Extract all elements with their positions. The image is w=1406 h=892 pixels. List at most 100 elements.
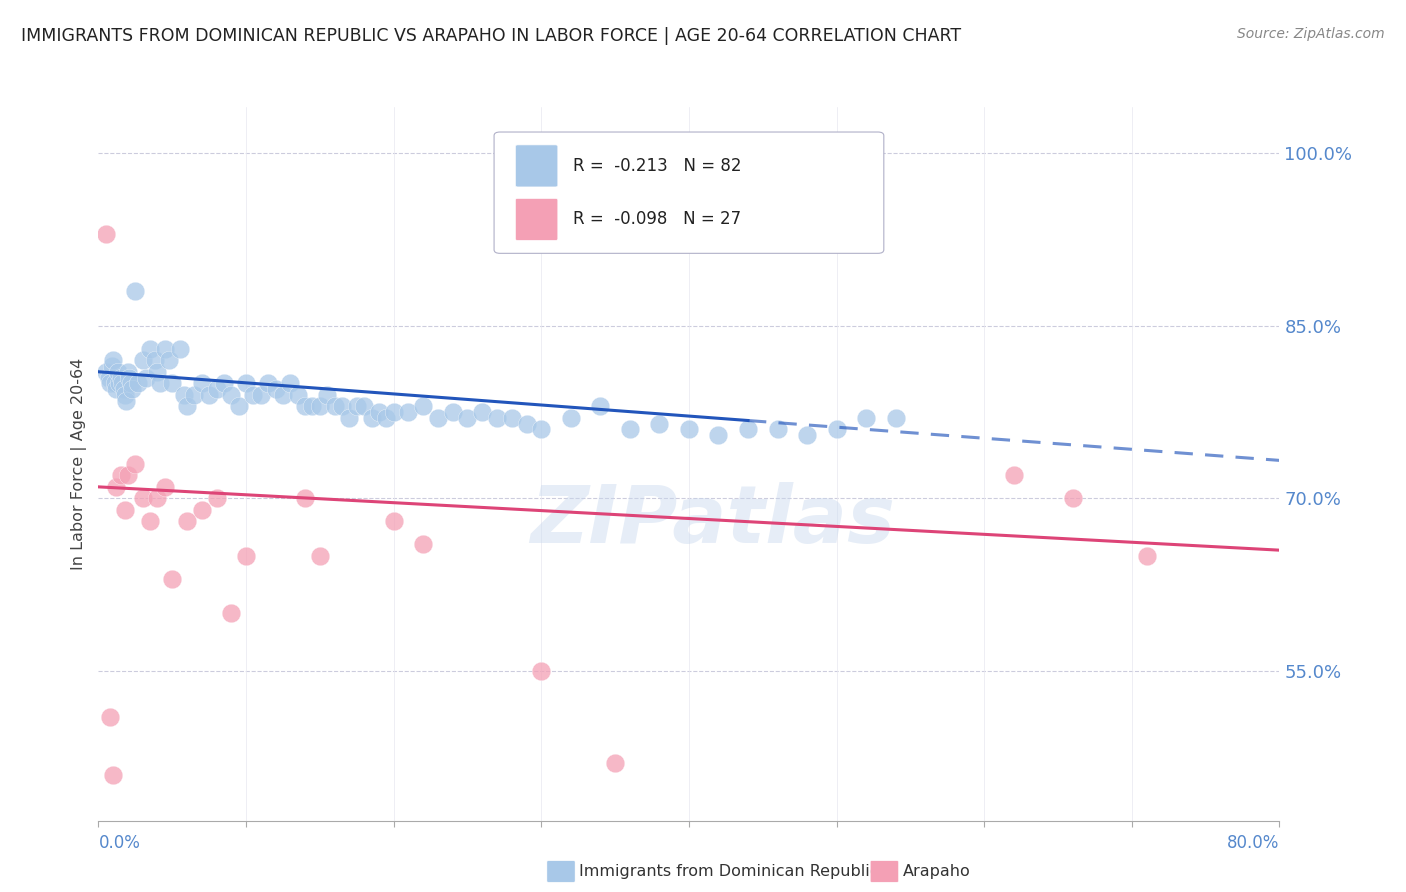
Point: [124, 457, 146, 471]
Point: [143, 353, 166, 368]
Point: [271, 388, 294, 402]
Point: [257, 376, 280, 391]
Point: [766, 422, 789, 436]
Point: [330, 399, 353, 413]
Point: [796, 428, 818, 442]
Point: [169, 342, 191, 356]
Point: [294, 491, 316, 506]
Point: [412, 537, 434, 551]
Point: [114, 388, 136, 402]
Point: [501, 410, 523, 425]
Point: [316, 388, 339, 402]
Point: [301, 399, 323, 413]
Point: [707, 428, 730, 442]
FancyBboxPatch shape: [516, 145, 558, 187]
Point: [183, 388, 205, 402]
Point: [115, 393, 138, 408]
Point: [114, 503, 136, 517]
Point: [219, 388, 242, 402]
Point: [103, 767, 125, 781]
Point: [294, 399, 316, 413]
Point: [139, 342, 162, 356]
Text: 0.0%: 0.0%: [98, 834, 141, 852]
Point: [94, 227, 117, 241]
Point: [110, 468, 132, 483]
Point: [104, 376, 127, 391]
Point: [339, 410, 360, 425]
Point: [530, 664, 553, 678]
Point: [250, 388, 273, 402]
Point: [825, 422, 848, 436]
Point: [323, 399, 346, 413]
Point: [105, 480, 128, 494]
Point: [149, 376, 172, 391]
Point: [132, 353, 155, 368]
Point: [360, 410, 382, 425]
Point: [619, 422, 641, 436]
Point: [382, 515, 405, 529]
Point: [162, 572, 183, 586]
Point: [162, 376, 183, 391]
Point: [375, 410, 398, 425]
Point: [264, 382, 287, 396]
Point: [103, 353, 125, 368]
Point: [471, 405, 494, 419]
Point: [1002, 468, 1025, 483]
Point: [396, 405, 419, 419]
Point: [111, 376, 134, 391]
Text: IMMIGRANTS FROM DOMINICAN REPUBLIC VS ARAPAHO IN LABOR FORCE | AGE 20-64 CORRELA: IMMIGRANTS FROM DOMINICAN REPUBLIC VS AR…: [21, 27, 962, 45]
Point: [153, 342, 176, 356]
Point: [605, 756, 627, 770]
Point: [153, 480, 176, 494]
Point: [456, 410, 478, 425]
Point: [120, 376, 142, 391]
Point: [205, 491, 228, 506]
Point: [127, 376, 149, 391]
Point: [118, 370, 141, 384]
Point: [205, 382, 228, 396]
Point: [235, 549, 257, 563]
Point: [235, 376, 257, 391]
Point: [1062, 491, 1084, 506]
Point: [346, 399, 368, 413]
Point: [108, 376, 131, 391]
Point: [146, 365, 169, 379]
Point: [353, 399, 375, 413]
Point: [124, 284, 146, 298]
Point: [132, 491, 155, 506]
Point: [117, 365, 139, 379]
Point: [173, 388, 195, 402]
Point: [515, 417, 537, 431]
Point: [382, 405, 405, 419]
FancyBboxPatch shape: [494, 132, 884, 253]
Point: [219, 607, 242, 621]
Point: [157, 353, 180, 368]
Point: [100, 359, 122, 373]
Point: [107, 365, 129, 379]
Point: [105, 382, 128, 396]
FancyBboxPatch shape: [516, 198, 558, 241]
Text: R =  -0.098   N = 27: R = -0.098 N = 27: [574, 211, 741, 228]
Text: R =  -0.213   N = 82: R = -0.213 N = 82: [574, 157, 742, 175]
Point: [884, 410, 907, 425]
Point: [486, 410, 509, 425]
Point: [98, 376, 121, 391]
Text: ZIPatlas: ZIPatlas: [530, 482, 896, 560]
Point: [135, 370, 157, 384]
Point: [198, 388, 221, 402]
Point: [287, 388, 309, 402]
Point: [139, 515, 162, 529]
Point: [368, 405, 391, 419]
Text: Immigrants from Dominican Republic: Immigrants from Dominican Republic: [579, 864, 879, 879]
Point: [94, 365, 117, 379]
Point: [176, 515, 198, 529]
Text: Arapaho: Arapaho: [903, 864, 970, 879]
Point: [1135, 549, 1157, 563]
Text: Source: ZipAtlas.com: Source: ZipAtlas.com: [1237, 27, 1385, 41]
Point: [191, 376, 214, 391]
Point: [441, 405, 464, 419]
Point: [589, 399, 612, 413]
Point: [112, 382, 135, 396]
Point: [560, 410, 582, 425]
Point: [98, 710, 121, 724]
